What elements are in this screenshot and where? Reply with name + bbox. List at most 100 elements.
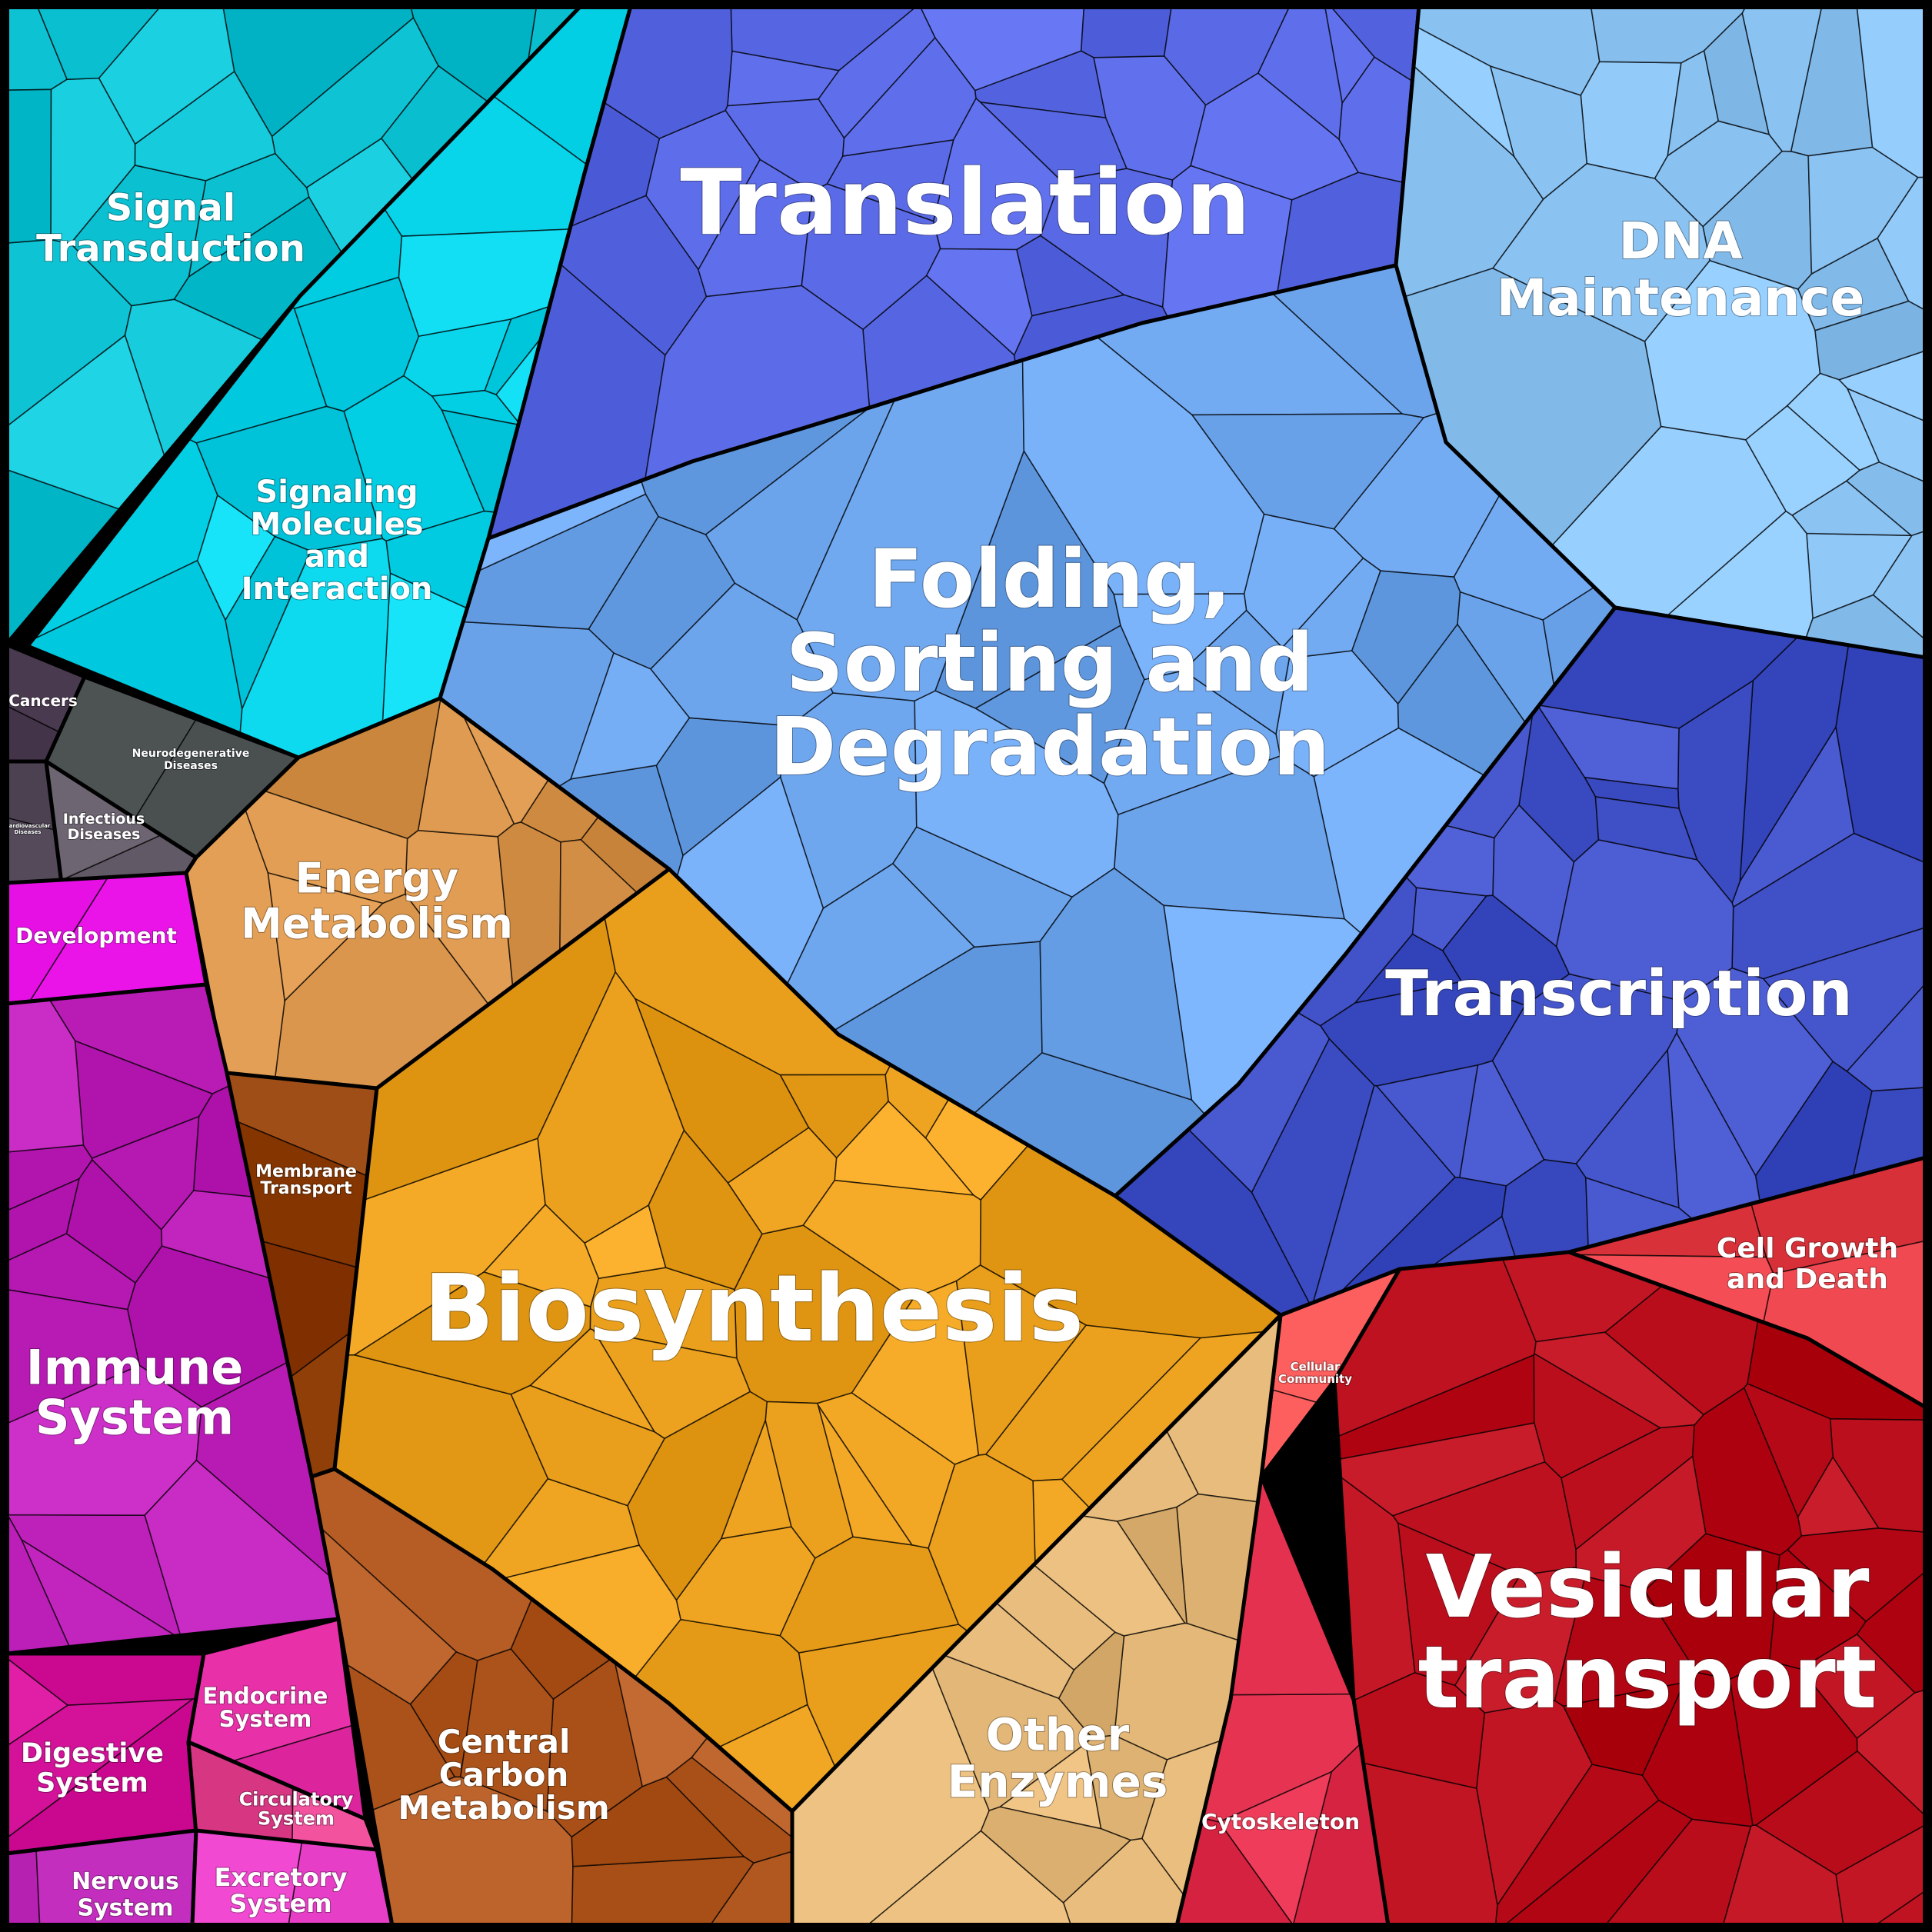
label-line: transport <box>1418 1628 1877 1728</box>
label-line: Cellular <box>1291 1360 1341 1374</box>
cell-folding-sorting-23 <box>1182 609 1291 735</box>
cells-cell-growth-death <box>1567 1156 1927 1409</box>
label-line: Cell Growth <box>1717 1233 1898 1264</box>
cell-central-carbon-5 <box>571 1856 754 1927</box>
cells-digestive <box>5 1653 205 1854</box>
label-energy-metabolism: Energy Metabolism <box>241 854 513 948</box>
label-line: Metabolism <box>398 1788 609 1826</box>
cell-immune-system-14 <box>91 1115 200 1231</box>
label-line: Sorting and <box>786 616 1314 710</box>
cells-cardiovascular <box>5 761 62 884</box>
label-line: Transcription <box>1385 958 1853 1031</box>
cell-translation-27 <box>724 98 845 192</box>
cell-folding-sorting-35 <box>1351 570 1461 705</box>
label-line: and Death <box>1727 1264 1888 1295</box>
label-line: System <box>229 1889 331 1918</box>
cell-folding-sorting-37 <box>1039 867 1193 1101</box>
label-infectious: Infectious Diseases <box>63 811 145 843</box>
label-line: Metabolism <box>241 899 513 948</box>
label-line: Endocrine <box>203 1683 328 1709</box>
label-line: Folding, <box>868 532 1231 626</box>
label-line: Infectious <box>63 811 145 828</box>
label-line: Circulatory <box>239 1788 354 1810</box>
cells-transcription <box>1114 607 1927 1316</box>
cell-vesicular-transport-35 <box>1799 1633 1916 1740</box>
label-line: Development <box>15 923 177 948</box>
label-line: System <box>35 1390 234 1446</box>
cells-central-carbon <box>311 1468 793 1927</box>
label-circulatory: Circulatory System <box>239 1788 354 1829</box>
label-line: Central <box>438 1723 571 1760</box>
label-line: Signal <box>106 187 235 230</box>
label-line: and <box>305 539 369 575</box>
label-signaling-molecules: Signaling Molecules and Interaction <box>242 475 433 607</box>
cells-translation <box>487 5 1420 540</box>
label-line: Neurodegenerative <box>132 748 250 760</box>
cell-biosynthesis-34 <box>510 1384 666 1507</box>
label-membrane-transport: Membrane Transport <box>255 1162 357 1198</box>
cell-biosynthesis-36 <box>818 1405 914 1546</box>
label-line: DNA <box>1618 212 1742 271</box>
label-cytoskeleton: Cytoskeleton <box>1201 1809 1360 1834</box>
label-line: Diseases <box>68 826 141 843</box>
label-line: Transduction <box>36 227 305 270</box>
label-line: System <box>219 1706 312 1732</box>
cell-biosynthesis-37 <box>955 1264 1088 1456</box>
cell-dna-maintenance-29 <box>1703 12 1770 135</box>
label-line: Carbon <box>439 1756 569 1794</box>
cells-other-enzymes <box>791 1313 1282 1927</box>
label-line: Excretory <box>215 1863 348 1892</box>
label-line: Signaling <box>255 475 418 510</box>
label-line: System <box>78 1894 174 1921</box>
label-line: Immune <box>26 1340 244 1396</box>
cell-dna-maintenance-30 <box>1744 405 1861 516</box>
label-neurodegenerative: Neurodegenerative Diseases <box>132 748 250 772</box>
cell-energy-metabolism-9 <box>267 871 385 1002</box>
label-line: Nervous <box>72 1867 179 1894</box>
label-vesicular-transport: Vesicular transport <box>1418 1537 1877 1728</box>
label-cellular-community: Cellular Community <box>1278 1360 1352 1386</box>
label-line: Degradation <box>770 701 1330 794</box>
cell-biosynthesis-39 <box>928 1454 1036 1633</box>
cell-signal-transduction-16 <box>5 88 52 244</box>
label-translation: Translation <box>680 149 1251 255</box>
label-signal-transduction: Signal Transduction <box>36 187 305 271</box>
label-immune-system: Immune System <box>26 1340 244 1446</box>
subcategory-cells <box>4 4 1928 1928</box>
label-line: Translation <box>680 149 1251 255</box>
label-development: Development <box>15 923 177 948</box>
label-line: Vesicular <box>1426 1537 1870 1637</box>
cell-translation-31 <box>841 36 977 157</box>
cell-transcription-36 <box>1594 796 1698 861</box>
label-line: Molecules <box>251 507 424 542</box>
label-cancers: Cancers <box>8 691 78 710</box>
cell-biosynthesis-32 <box>483 1204 600 1308</box>
cells-folding-sorting <box>439 265 1617 1197</box>
label-biosynthesis: Biosynthesis <box>424 1256 1084 1363</box>
cells-vesicular-transport <box>1334 1251 1927 1927</box>
label-cell-growth-death: Cell Growth and Death <box>1717 1233 1898 1295</box>
label-digestive: Digestive System <box>21 1738 164 1799</box>
label-line: System <box>258 1808 335 1830</box>
label-central-carbon: Central Carbon Metabolism <box>398 1723 609 1827</box>
cell-folding-sorting-39 <box>1021 336 1265 595</box>
cell-vesicular-transport-36 <box>1562 1681 1686 1777</box>
cells-excretory <box>192 1830 393 1927</box>
cell-biosynthesis-38 <box>648 1129 763 1291</box>
cell-folding-sorting-34 <box>570 652 691 780</box>
label-line: Diseases <box>15 829 42 835</box>
cells-nervous <box>5 1830 197 1927</box>
label-line: Cardiovascular <box>5 823 51 829</box>
label-line: Biosynthesis <box>424 1256 1084 1363</box>
label-excretory: Excretory System <box>215 1863 348 1918</box>
label-line: Membrane <box>255 1162 357 1181</box>
cell-translation-21 <box>1080 5 1173 58</box>
cells-biosynthesis <box>334 868 1282 1813</box>
label-line: Cancers <box>8 691 78 710</box>
cell-folding-sorting-18 <box>1191 413 1425 530</box>
label-line: Community <box>1278 1371 1352 1385</box>
label-line: Transport <box>260 1179 352 1198</box>
